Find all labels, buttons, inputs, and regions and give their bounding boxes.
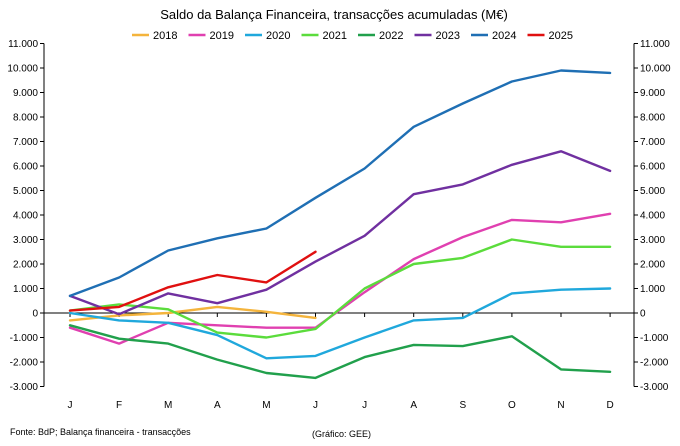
series-line-2024 (68, 69, 612, 298)
legend-label-2024: 2024 (492, 30, 516, 42)
legend-label-2020: 2020 (266, 30, 290, 42)
y-tick-label-right: 2.000 (640, 260, 665, 271)
y-tick-label-right: 11.000 (640, 39, 670, 50)
series-line-2022 (68, 324, 612, 380)
legend-label-2025: 2025 (549, 30, 573, 42)
y-tick-label-left: 3.000 (13, 235, 38, 246)
y-tick-label-left: 7.000 (13, 137, 38, 148)
x-tick-label: A (410, 400, 417, 411)
y-tick-label-right: 0 (640, 309, 646, 320)
legend-label-2021: 2021 (323, 30, 347, 42)
series-line-2023 (68, 150, 612, 316)
y-tick-label-left: 11.000 (8, 39, 38, 50)
series-line-2021 (68, 238, 612, 339)
series-line-2019 (68, 212, 612, 345)
legend-label-2022: 2022 (379, 30, 403, 42)
x-tick-label: A (214, 400, 221, 411)
y-tick-label-left: 2.000 (13, 260, 38, 271)
y-tick-label-right: 1.000 (640, 284, 665, 295)
legend-label-2018: 2018 (153, 30, 177, 42)
y-tick-label-left: -2.000 (10, 358, 39, 369)
y-tick-label-right: -1.000 (640, 333, 669, 344)
x-tick-label: N (557, 400, 564, 411)
y-tick-label-right: 6.000 (640, 162, 665, 173)
chart-axes: 11.000 11.000 10.000 10.000 9.000 9.000 8.000 8… (7, 39, 671, 411)
y-tick-label-left: 5.000 (13, 186, 38, 197)
x-tick-label: M (164, 400, 172, 411)
x-tick-label: D (606, 400, 613, 411)
y-tick-label-right: 3.000 (640, 235, 665, 246)
y-tick-label-right: -2.000 (640, 358, 669, 369)
legend-label-2019: 2019 (210, 30, 234, 42)
y-tick-label-right: 9.000 (640, 88, 665, 99)
x-tick-label: M (262, 400, 270, 411)
x-tick-label: S (459, 400, 466, 411)
source-note: Fonte: BdP; Balança financeira - transac… (10, 427, 191, 437)
y-tick-label-left: 0 (32, 309, 38, 320)
series-line-2025 (68, 250, 317, 312)
chart-credit: (Gráfico: GEE) (312, 429, 372, 439)
series-line-2020 (68, 287, 612, 360)
x-tick-label: O (508, 400, 516, 411)
x-tick-label: J (68, 400, 73, 411)
y-tick-label-left: 1.000 (13, 284, 38, 295)
y-tick-label-left: 6.000 (13, 162, 38, 173)
x-tick-label: F (116, 400, 122, 411)
y-tick-label-right: 5.000 (640, 186, 665, 197)
y-tick-label-left: -1.000 (10, 333, 39, 344)
x-tick-label: J (313, 400, 318, 411)
x-tick-label: J (362, 400, 367, 411)
y-tick-label-left: 4.000 (13, 211, 38, 222)
y-tick-label-left: 9.000 (13, 88, 38, 99)
y-tick-label-right: 4.000 (640, 211, 665, 222)
legend-label-2023: 2023 (436, 30, 460, 42)
series-line-2018 (68, 305, 317, 322)
chart-title: Saldo da Balança Financeira, transacções… (160, 7, 508, 22)
y-tick-label-left: 8.000 (13, 113, 38, 124)
chart-series (68, 69, 612, 380)
y-tick-label-left: -3.000 (10, 382, 39, 393)
y-tick-label-right: 7.000 (640, 137, 665, 148)
y-tick-label-left: 10.000 (7, 64, 38, 75)
y-tick-label-right: -3.000 (640, 382, 669, 393)
y-tick-label-right: 8.000 (640, 113, 665, 124)
y-tick-label-right: 10.000 (640, 64, 671, 75)
legend: 2018 2019 2020 2021 2022 2023 2024 2025 (132, 30, 573, 42)
